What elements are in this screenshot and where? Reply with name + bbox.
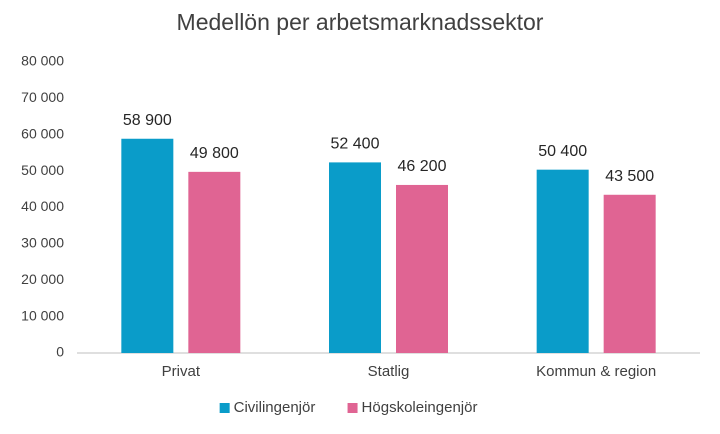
y-tick-label: 30 000 [21, 235, 64, 251]
value-label: 50 400 [538, 143, 587, 160]
bar [329, 162, 381, 353]
legend-swatch [219, 403, 230, 413]
value-label: 52 400 [331, 136, 380, 153]
y-tick-label: 20 000 [21, 271, 64, 287]
bar [536, 169, 589, 353]
y-tick-label: 60 000 [21, 125, 64, 141]
y-tick-label: 10 000 [21, 307, 64, 323]
bar [603, 194, 656, 353]
y-tick-label: 50 000 [21, 162, 64, 178]
value-label: 49 800 [190, 145, 239, 162]
y-tick-label: 70 000 [21, 89, 64, 105]
bar [396, 184, 448, 353]
y-tick-label: 80 000 [21, 53, 64, 69]
bar [121, 138, 174, 353]
value-label: 46 200 [398, 158, 447, 175]
legend-swatch [347, 403, 358, 413]
y-tick-label: 0 [56, 344, 64, 360]
value-label: 58 900 [123, 112, 172, 129]
legend-label: Högskoleingenjör [362, 399, 478, 416]
chart-title: Medellön per arbetsmarknadssektor [177, 9, 544, 35]
legend-label: Civilingenjör [234, 399, 316, 416]
bar [188, 171, 241, 353]
value-label: 43 500 [605, 168, 654, 185]
y-tick-label: 40 000 [21, 198, 64, 214]
x-tick-label: Statlig [368, 363, 410, 380]
x-tick-label: Privat [162, 363, 201, 380]
x-tick-label: Kommun & region [536, 363, 656, 380]
